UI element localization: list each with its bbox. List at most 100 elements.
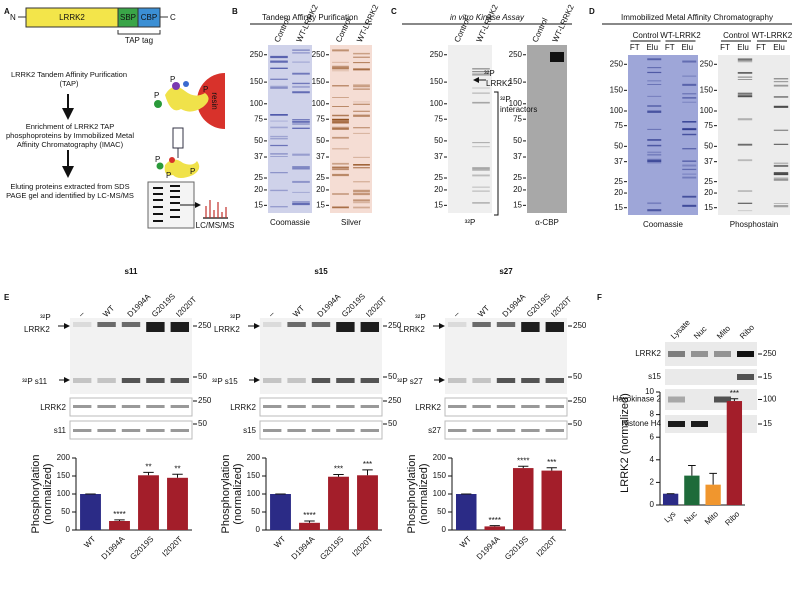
blot-band xyxy=(472,378,491,383)
marker-label: 100 xyxy=(430,99,444,108)
blot-band xyxy=(146,322,165,332)
marker-label: 250 xyxy=(388,321,402,330)
marker-label: 100 xyxy=(250,99,264,108)
blot-label: s15 xyxy=(648,372,661,381)
blot-label: ³²P s27 xyxy=(397,377,423,386)
panel-letter: B xyxy=(232,7,238,16)
panel-title: Tandem Affinity Purification xyxy=(262,13,358,22)
marker-label: 250 xyxy=(198,321,212,330)
x-tick-label: I2020T xyxy=(160,534,184,558)
blot-band xyxy=(170,322,189,332)
bar xyxy=(299,522,320,530)
marker-label: 15 xyxy=(434,200,443,209)
step: Eluting proteins extracted from SDS PAGE… xyxy=(6,182,134,200)
gel xyxy=(527,45,567,213)
blot-band xyxy=(360,429,379,432)
blot-label: Histone H4 xyxy=(621,419,661,428)
blot-band xyxy=(472,405,491,408)
marker-label: 250 xyxy=(388,396,402,405)
bar xyxy=(684,475,700,505)
bracket xyxy=(494,91,499,216)
blot-title: s15 xyxy=(314,267,328,276)
stain-label: Coomassie xyxy=(643,220,684,229)
y-axis-label: Phosphorylation (normalized) xyxy=(30,454,54,534)
blot-title: s27 xyxy=(499,267,513,276)
panel-title: in vitro Kinase Assay xyxy=(450,13,525,22)
x-tick-label: Mito xyxy=(703,509,720,526)
lane-label: G2019S xyxy=(340,292,367,319)
band-label: ³²P xyxy=(500,95,511,104)
marker-label: 100 xyxy=(763,395,777,404)
cbp-band xyxy=(550,52,564,62)
error-bar xyxy=(304,520,315,523)
marker-label: 250 xyxy=(700,59,714,68)
blot-band xyxy=(496,378,516,383)
x-tick-label: I2020T xyxy=(350,534,374,558)
syringe xyxy=(172,127,184,149)
marker-label: 100 xyxy=(700,106,714,115)
marker-label: 25 xyxy=(316,173,325,182)
lane-label: D1994A xyxy=(316,292,343,319)
significance: **** xyxy=(303,511,315,520)
y-tick-label: 50 xyxy=(61,507,70,516)
lane-label: Lysate xyxy=(669,318,692,341)
error-bar xyxy=(362,469,373,476)
blot-label: LRRK2 xyxy=(415,403,441,412)
blot-label: LRRK2 xyxy=(24,325,50,334)
marker-label: 150 xyxy=(610,85,624,94)
loading-blot xyxy=(259,397,383,417)
blot-band xyxy=(472,322,491,327)
bar xyxy=(167,477,188,530)
y-tick-label: 200 xyxy=(433,453,447,462)
marker-label: 50 xyxy=(198,372,207,381)
error-bar xyxy=(518,465,529,469)
domain-label: SBP xyxy=(120,13,136,22)
interactor xyxy=(156,162,164,170)
blot-band xyxy=(287,429,306,432)
interactor xyxy=(154,100,162,108)
marker-label: 20 xyxy=(704,188,713,197)
y-axis-label: LRRK2 (normalized) xyxy=(619,392,631,493)
y-tick-label: 150 xyxy=(57,471,71,480)
gel-icon-bands xyxy=(153,185,180,222)
lane-label: WT xyxy=(476,304,491,319)
blot-band xyxy=(121,405,141,408)
error-bar xyxy=(709,472,717,485)
significance: **** xyxy=(489,516,501,525)
blot-band xyxy=(73,322,92,327)
marker-label: 75 xyxy=(614,121,623,130)
domain-label: CBP xyxy=(141,13,157,22)
blot-label: ³²P xyxy=(230,313,241,322)
blot-band xyxy=(263,322,282,327)
blot-band xyxy=(360,378,379,383)
blot-band xyxy=(521,322,540,332)
y-tick-label: 0 xyxy=(256,525,261,534)
error-bar xyxy=(688,464,696,476)
blot-band xyxy=(714,351,731,357)
lane-label: WT xyxy=(291,304,306,319)
blot-band xyxy=(146,405,165,408)
blot-band xyxy=(496,429,516,432)
blot-label: Hexokinase 2 xyxy=(613,395,662,404)
resin-label: resin xyxy=(210,92,219,109)
panel-letter: E xyxy=(4,293,10,302)
bar xyxy=(455,494,477,530)
step: Enrichment of LRRK2 TAP phosphoproteins … xyxy=(6,122,134,149)
marker-label: 15 xyxy=(704,203,713,212)
marker-label: 50 xyxy=(513,136,522,145)
marker-label: 25 xyxy=(614,177,623,186)
blot-band xyxy=(336,322,355,332)
blot-band xyxy=(73,405,92,408)
blot-band xyxy=(545,429,564,432)
y-tick-label: 6 xyxy=(650,432,655,441)
lane-label: Elu xyxy=(737,43,749,52)
lane-label: – xyxy=(452,309,462,319)
phospho-label: P xyxy=(190,167,195,176)
blot-band xyxy=(545,405,564,408)
blot-band xyxy=(263,378,282,383)
loading-blot xyxy=(259,420,383,440)
stain-label: Coomassie xyxy=(270,218,311,227)
blot-band xyxy=(521,378,540,383)
significance: *** xyxy=(334,465,343,474)
marker-label: 37 xyxy=(513,152,522,161)
